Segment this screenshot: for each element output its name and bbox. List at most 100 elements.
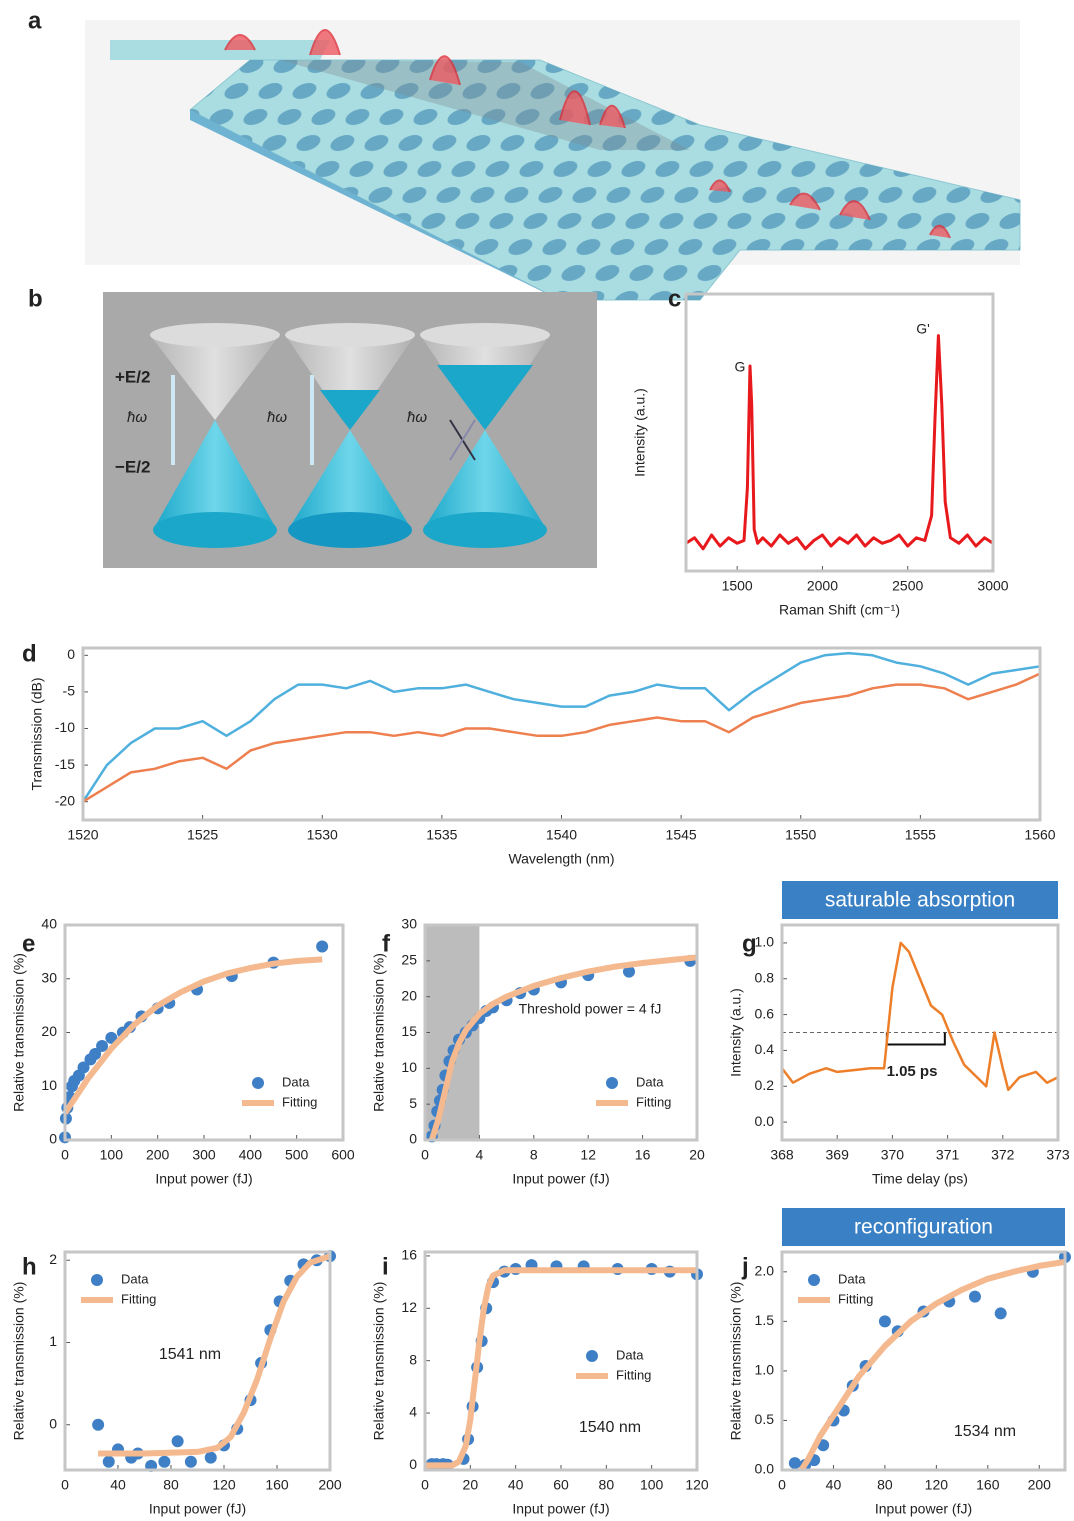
x-tick-label: 1530 (307, 827, 338, 843)
chart-panel: 0100200300400500600010203040Input power … (11, 916, 355, 1187)
y-tick-label: 20 (41, 1023, 57, 1039)
y-axis-label: Relative transmission (%) (11, 1282, 27, 1441)
y-tick-label: 25 (401, 952, 417, 968)
illustration-a (85, 20, 1020, 300)
x-tick-label: 4 (476, 1147, 484, 1163)
y-tick-label: 2.0 (755, 1263, 775, 1279)
data-point (205, 1452, 217, 1464)
y-tick-label: 0.5 (755, 1411, 775, 1427)
data-point (92, 1419, 104, 1431)
y-tick-label: 30 (41, 969, 57, 985)
x-tick-label: 1555 (905, 827, 936, 843)
x-tick-label: 20 (463, 1477, 479, 1493)
y-tick-label: 1.0 (755, 1362, 775, 1378)
y-tick-label: 2 (49, 1251, 57, 1267)
legend-label: Data (616, 1347, 644, 1362)
y-tick-label: 1.0 (755, 934, 775, 950)
annotation: Threshold power = 4 fJ (519, 1001, 662, 1017)
x-tick-label: 1540 (546, 827, 577, 843)
x-tick-label: 160 (976, 1477, 1000, 1493)
x-tick-label: 100 (640, 1477, 664, 1493)
panel-label: d (22, 640, 37, 667)
y-tick-label: 10 (401, 1059, 417, 1075)
legend-label: Data (282, 1074, 310, 1089)
chart-panel: 1520152515301535154015451550155515600-5-… (29, 646, 1056, 867)
legend-label: Data (636, 1074, 664, 1089)
data-point (879, 1315, 891, 1327)
chart-title: reconfiguration (854, 1216, 993, 1239)
x-tick-label: 80 (163, 1477, 179, 1493)
x-tick-label: 40 (508, 1477, 524, 1493)
legend-label: Fitting (636, 1094, 671, 1109)
x-tick-label: 0 (61, 1477, 69, 1493)
x-axis-label: Input power (fJ) (149, 1501, 246, 1517)
x-tick-label: 372 (991, 1147, 1015, 1163)
annotation: G (735, 359, 746, 375)
legend-marker (91, 1274, 103, 1286)
x-tick-label: 8 (530, 1147, 538, 1163)
x-tick-label: 16 (635, 1147, 651, 1163)
data-point (969, 1291, 981, 1303)
panel-label: j (741, 1253, 749, 1280)
y-tick-label: 0.8 (755, 969, 775, 985)
y-axis-label: Transmission (dB) (29, 677, 45, 790)
figure: +E/2 ħω ħω ħω −E/2 abcdefghij15002000250… (0, 0, 1074, 1521)
x-tick-label: 1545 (666, 827, 697, 843)
x-tick-label: 600 (331, 1147, 355, 1163)
y-tick-label: -20 (55, 792, 75, 808)
x-tick-label: 200 (318, 1477, 342, 1493)
data-point (172, 1435, 184, 1447)
y-tick-label: 0.2 (755, 1077, 775, 1093)
x-tick-label: 0 (778, 1477, 786, 1493)
y-tick-label: 0.0 (755, 1461, 775, 1477)
data-point (789, 1457, 801, 1469)
y-tick-label: 15 (401, 1023, 417, 1039)
data-point (185, 1456, 197, 1468)
data-point (158, 1456, 170, 1468)
y-tick-label: 5 (409, 1095, 417, 1111)
x-tick-label: 368 (770, 1147, 794, 1163)
x-tick-label: 2000 (807, 578, 838, 594)
x-tick-label: 400 (239, 1147, 263, 1163)
illustration-b: +E/2 ħω ħω ħω −E/2 (103, 292, 597, 568)
y-axis-label: Intensity (a.u.) (728, 988, 744, 1077)
annotation: 1534 nm (954, 1423, 1016, 1440)
x-tick-label: 120 (685, 1477, 709, 1493)
x-tick-label: 0 (61, 1147, 69, 1163)
x-tick-label: 160 (265, 1477, 289, 1493)
data-line (686, 336, 993, 549)
legend-label: Data (121, 1271, 149, 1286)
bracket (887, 1033, 945, 1045)
x-axis-label: Raman Shift (cm⁻¹) (779, 602, 900, 618)
data-line (425, 1270, 697, 1465)
plot-frame (686, 294, 993, 571)
y-tick-label: 12 (401, 1299, 417, 1315)
y-tick-label: -5 (63, 683, 76, 699)
x-axis-label: Input power (fJ) (875, 1501, 972, 1517)
x-tick-label: 200 (1028, 1477, 1052, 1493)
x-tick-label: 80 (877, 1477, 893, 1493)
y-tick-label: 4 (409, 1404, 417, 1420)
data-point (316, 941, 328, 953)
y-tick-label: 20 (401, 987, 417, 1003)
panel-label: i (382, 1253, 389, 1280)
x-axis-label: Input power (fJ) (512, 1171, 609, 1187)
legend-label: Data (838, 1271, 866, 1286)
x-tick-label: 100 (100, 1147, 124, 1163)
chart-panel: saturable absorption3683693703713723730.… (728, 881, 1070, 1187)
x-tick-label: 1550 (785, 827, 816, 843)
panel-label: b (28, 285, 43, 312)
x-tick-label: 12 (580, 1147, 596, 1163)
legend-label: Fitting (121, 1291, 156, 1306)
x-tick-label: 0 (421, 1477, 429, 1493)
x-axis-label: Input power (fJ) (155, 1171, 252, 1187)
y-axis-label: Intensity (a.u.) (632, 388, 648, 477)
legend-marker (808, 1274, 820, 1286)
x-tick-label: 1525 (187, 827, 218, 843)
x-tick-label: 40 (826, 1477, 842, 1493)
chart-panel: 048121620051015202530Input power (fJ)Rel… (371, 916, 705, 1187)
y-axis-label: Relative transmission (%) (11, 953, 27, 1112)
energy-label: −E/2 (115, 457, 150, 476)
panel-label: h (22, 1253, 37, 1280)
